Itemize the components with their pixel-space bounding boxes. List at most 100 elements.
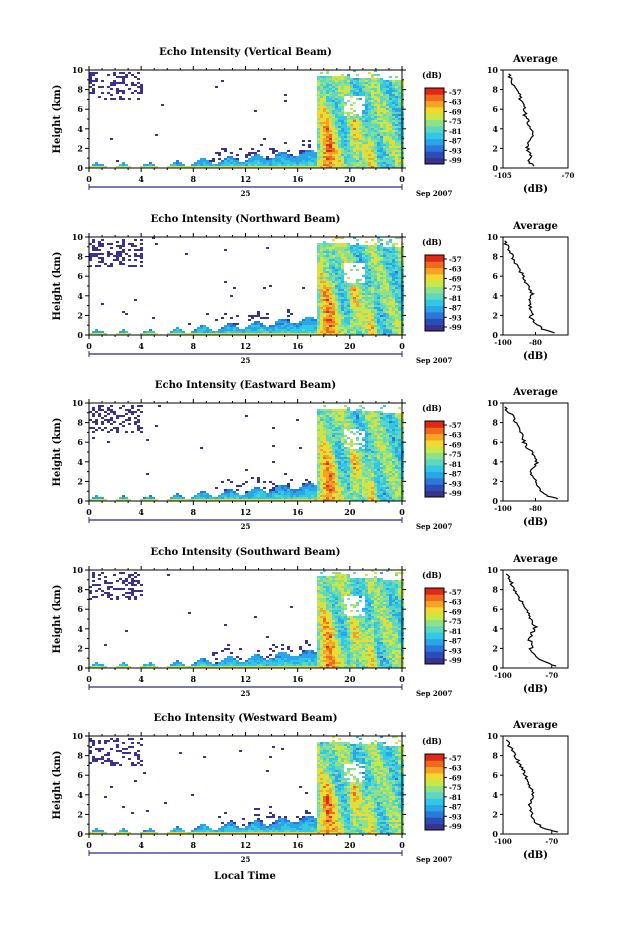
- heatmap-cell: [230, 158, 233, 160]
- heatmap-cell: [224, 499, 227, 501]
- heatmap-cell: [155, 333, 158, 335]
- heatmap-cell: [332, 449, 335, 451]
- heatmap-cell: [323, 461, 326, 463]
- heatmap-cell: [371, 267, 374, 269]
- heatmap-cell: [332, 106, 335, 108]
- heatmap-cell: [362, 293, 365, 295]
- heatmap-cell: [326, 423, 329, 425]
- heatmap-cell: [335, 102, 338, 104]
- heatmap-cell: [308, 329, 311, 331]
- heatmap-cell: [116, 259, 119, 261]
- heatmap-cell: [341, 305, 344, 307]
- heatmap-cell: [347, 140, 350, 142]
- heatmap-cell: [293, 158, 296, 160]
- heatmap-cell: [371, 449, 374, 451]
- heatmap-cell: [386, 249, 389, 251]
- heatmap-cell: [326, 287, 329, 289]
- heatmap-cell: [359, 481, 362, 483]
- heatmap-cell: [377, 102, 380, 104]
- heatmap-cell: [101, 333, 104, 335]
- heatmap-cell: [392, 144, 395, 146]
- heatmap-cell: [362, 297, 365, 299]
- heatmap-cell: [98, 253, 101, 255]
- heatmap-cell: [314, 497, 317, 499]
- heatmap-cell: [362, 463, 365, 465]
- heatmap-cell: [377, 166, 380, 168]
- heatmap-cell: [374, 465, 377, 467]
- heatmap-cell: [395, 319, 398, 321]
- heatmap-cell: [320, 148, 323, 150]
- heatmap-cell: [344, 443, 347, 445]
- heatmap-cell: [386, 309, 389, 311]
- heatmap-cell: [383, 132, 386, 134]
- heatmap-cell: [320, 425, 323, 427]
- heatmap-cell: [236, 154, 239, 156]
- heatmap-cell: [284, 485, 287, 487]
- heatmap-cell: [362, 84, 365, 86]
- heatmap-cell: [365, 433, 368, 435]
- heatmap-cell: [329, 287, 332, 289]
- heatmap-cell: [290, 166, 293, 168]
- heatmap-cell: [383, 114, 386, 116]
- heatmap-cell: [320, 263, 323, 265]
- heatmap-cell: [329, 86, 332, 88]
- heatmap-cell: [92, 497, 95, 499]
- heatmap-cell: [323, 108, 326, 110]
- heatmap-cell: [356, 239, 359, 241]
- heatmap-cell: [365, 499, 368, 501]
- heatmap-cell: [353, 90, 356, 92]
- heatmap-cell: [359, 84, 362, 86]
- heatmap-cell: [335, 441, 338, 443]
- heatmap-cell: [389, 325, 392, 327]
- heatmap-cell: [353, 156, 356, 158]
- heatmap-cell: [365, 287, 368, 289]
- heatmap-cell: [365, 411, 368, 413]
- heatmap-cell: [320, 497, 323, 499]
- heatmap-cell: [338, 267, 341, 269]
- colorbar-swatch: [425, 318, 444, 326]
- heatmap-cell: [392, 251, 395, 253]
- heatmap-cell: [386, 102, 389, 104]
- heatmap-cell: [335, 116, 338, 118]
- heatmap-cell: [137, 427, 140, 429]
- heatmap-cell: [356, 483, 359, 485]
- heatmap-cell: [359, 257, 362, 259]
- y-tick-label: 8: [77, 252, 83, 262]
- heatmap-cell: [347, 74, 350, 76]
- heatmap-cell: [317, 465, 320, 467]
- heatmap-cell: [317, 116, 320, 118]
- heatmap-cell: [374, 411, 377, 413]
- heatmap-cell: [332, 118, 335, 120]
- heatmap-cell: [326, 162, 329, 164]
- heatmap-cell: [350, 261, 353, 263]
- heatmap-cell: [128, 88, 131, 90]
- heatmap-cell: [347, 417, 350, 419]
- heatmap-cell: [284, 152, 287, 154]
- heatmap-cell: [125, 253, 128, 255]
- heatmap-cell: [368, 411, 371, 413]
- heatmap-cell: [263, 481, 266, 483]
- heatmap-cell: [323, 251, 326, 253]
- heatmap-cell: [368, 257, 371, 259]
- heatmap-cell: [107, 251, 110, 253]
- heatmap-cell: [380, 140, 383, 142]
- heatmap-cell: [365, 497, 368, 499]
- heatmap-cell: [338, 465, 341, 467]
- heatmap-cell: [377, 154, 380, 156]
- heatmap-cell: [200, 325, 203, 327]
- heatmap-cell: [314, 485, 317, 487]
- heatmap-cell: [110, 265, 113, 267]
- heatmap-cell: [353, 313, 356, 315]
- heatmap-cell: [137, 82, 140, 84]
- heatmap-cell: [371, 102, 374, 104]
- heatmap-cell: [278, 156, 281, 158]
- heatmap-cell: [296, 333, 299, 335]
- heatmap-cell: [338, 281, 341, 283]
- heatmap-cell: [335, 100, 338, 102]
- heatmap-cell: [398, 134, 401, 136]
- heatmap-cell: [362, 439, 365, 441]
- heatmap-cell: [368, 269, 371, 271]
- heatmap-cell: [383, 319, 386, 321]
- heatmap-cell: [323, 152, 326, 154]
- heatmap-cell: [212, 333, 215, 335]
